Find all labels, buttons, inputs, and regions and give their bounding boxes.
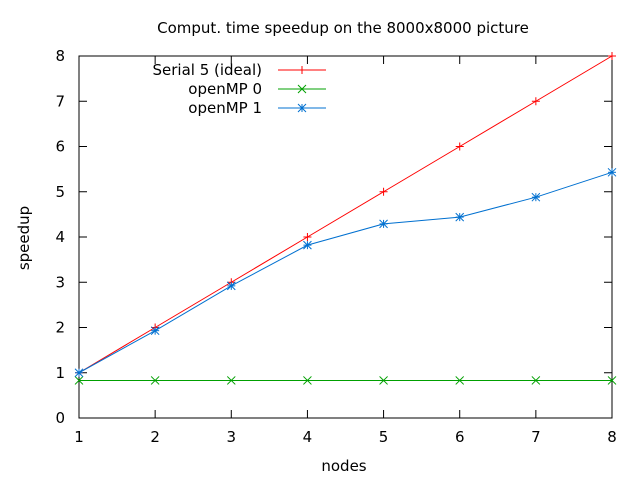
y-axis-label: speedup bbox=[15, 206, 33, 270]
data-point-openmp-0 bbox=[531, 376, 541, 385]
x-tick-label: 4 bbox=[303, 428, 313, 446]
data-point-serial-5-ideal bbox=[379, 187, 388, 196]
data-point-openmp-1 bbox=[303, 240, 312, 250]
series-line-openmp-1 bbox=[78, 171, 613, 374]
data-point-openmp-0 bbox=[303, 376, 312, 385]
chart-title: Comput. time speedup on the 8000x8000 pi… bbox=[157, 19, 529, 37]
y-tick-label: 3 bbox=[55, 273, 65, 291]
x-tick-label: 8 bbox=[607, 428, 617, 446]
data-point-openmp-1 bbox=[150, 326, 160, 336]
data-point-openmp-1 bbox=[531, 192, 541, 202]
data-point-openmp-0 bbox=[74, 376, 84, 385]
y-tick-label: 1 bbox=[55, 364, 65, 382]
data-point-serial-5-ideal bbox=[303, 233, 312, 241]
x-tick-label: 7 bbox=[531, 428, 541, 446]
y-tick-label: 5 bbox=[55, 183, 65, 201]
x-tick-label: 1 bbox=[74, 428, 84, 446]
legend-marker bbox=[298, 66, 306, 74]
data-point-openmp-1 bbox=[455, 212, 465, 222]
x-tick-label: 5 bbox=[379, 428, 389, 446]
data-point-openmp-0 bbox=[150, 376, 160, 385]
data-point-openmp-1 bbox=[226, 281, 236, 291]
y-tick-label: 2 bbox=[55, 319, 65, 337]
y-tick-label: 6 bbox=[55, 138, 65, 156]
legend-marker bbox=[297, 103, 307, 113]
data-point-openmp-0 bbox=[607, 376, 617, 385]
y-tick-label: 8 bbox=[55, 47, 65, 65]
y-tick-label: 7 bbox=[55, 92, 65, 110]
data-point-serial-5-ideal bbox=[531, 97, 540, 106]
y-tick-label: 4 bbox=[55, 228, 65, 246]
plot-frame bbox=[78, 55, 613, 419]
data-point-openmp-1 bbox=[379, 219, 388, 229]
x-tick-label: 2 bbox=[150, 428, 160, 446]
legend-label: openMP 1 bbox=[188, 99, 262, 117]
data-point-openmp-0 bbox=[379, 376, 388, 385]
legend-label: Serial 5 (ideal) bbox=[152, 61, 262, 79]
x-tick-label: 3 bbox=[227, 428, 237, 446]
data-point-openmp-1 bbox=[74, 368, 84, 378]
data-point-openmp-0 bbox=[455, 376, 465, 385]
legend-label: openMP 0 bbox=[188, 80, 262, 98]
legend-marker bbox=[297, 84, 307, 94]
y-tick-label: 0 bbox=[55, 409, 65, 427]
x-tick-label: 6 bbox=[455, 428, 465, 446]
data-point-openmp-1 bbox=[607, 167, 617, 177]
series-group bbox=[74, 52, 617, 385]
data-point-openmp-0 bbox=[226, 376, 236, 385]
data-point-serial-5-ideal bbox=[608, 52, 616, 60]
data-point-serial-5-ideal bbox=[455, 142, 464, 151]
series-line-serial-5-ideal bbox=[78, 55, 613, 374]
x-axis-label: nodes bbox=[321, 457, 366, 475]
